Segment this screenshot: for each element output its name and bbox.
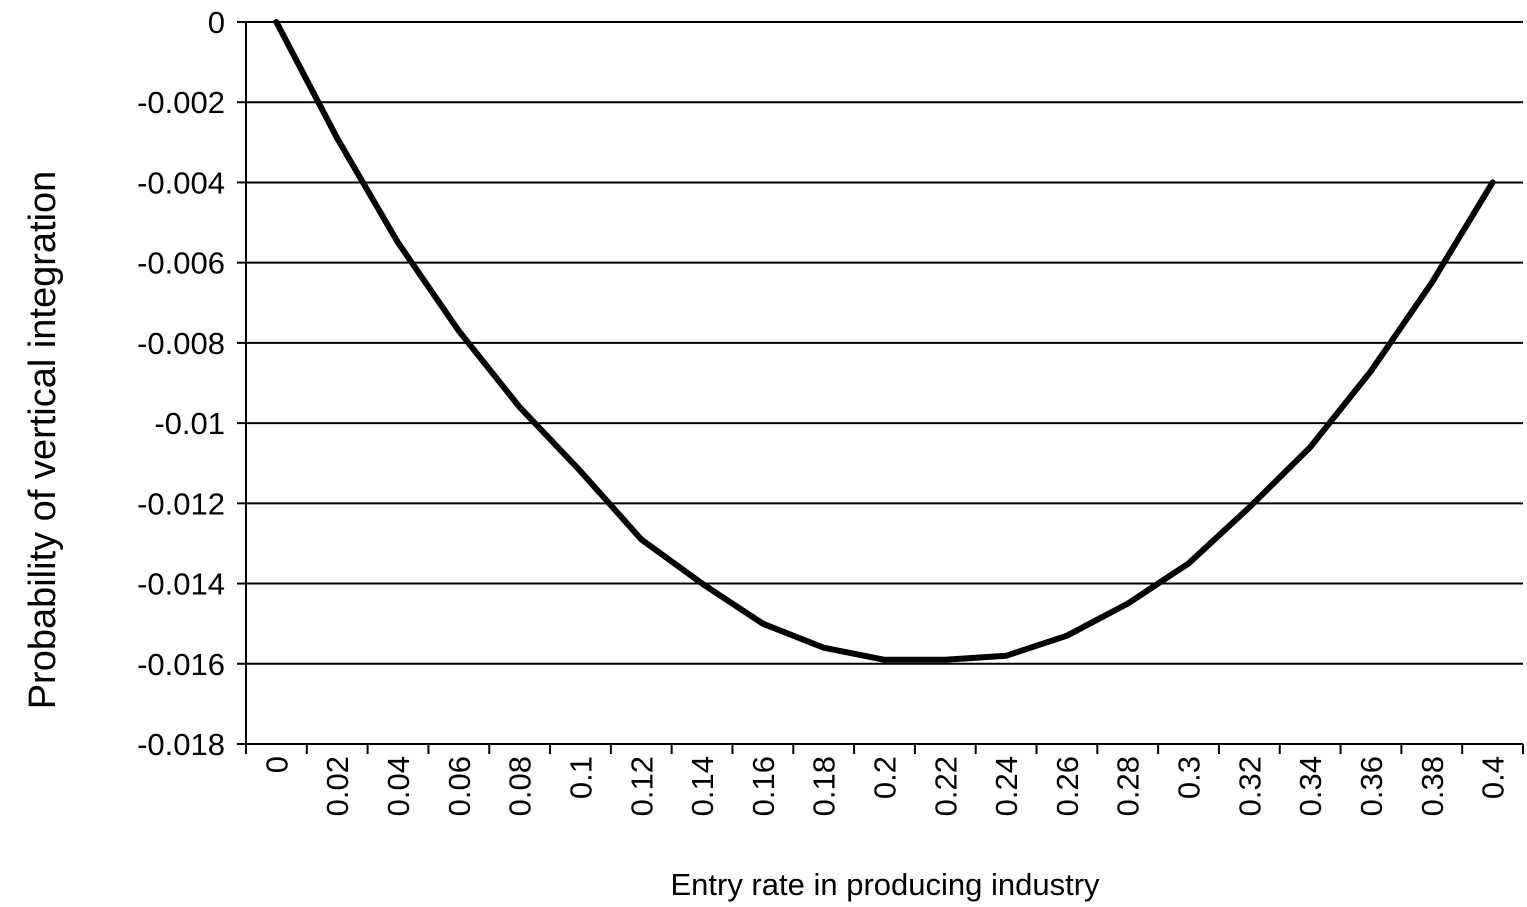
x-tick-label: 0.36 — [1354, 756, 1389, 816]
y-tick-label: -0.004 — [137, 165, 225, 200]
x-tick-label: 0.38 — [1415, 756, 1450, 816]
y-tick-label: -0.008 — [137, 326, 225, 361]
x-tick-label: 0.16 — [746, 756, 781, 816]
x-axis-title: Entry rate in producing industry — [670, 867, 1100, 902]
x-tick-label: 0.1 — [563, 756, 598, 799]
gridlines — [246, 22, 1523, 664]
x-tick-label: 0.3 — [1172, 756, 1207, 799]
y-tick-label: -0.012 — [137, 486, 225, 521]
x-tick-label: 0.28 — [1111, 756, 1146, 816]
x-tick-label: 0.02 — [320, 756, 355, 816]
y-tick-label: -0.018 — [137, 727, 225, 762]
series-line — [276, 22, 1492, 660]
x-tick-label: 0.12 — [624, 756, 659, 816]
x-tick-label: 0.34 — [1293, 756, 1328, 816]
series-group — [276, 22, 1492, 660]
x-tick-label: 0.2 — [868, 756, 903, 799]
x-tick-label: 0.24 — [989, 756, 1024, 816]
y-axis-title: Probability of vertical integration — [22, 171, 64, 710]
x-axis-ticks: 0 0.02 0.04 0.06 0.08 0.1 0.12 0.14 0.16 0.18 0.2 0… — [246, 744, 1523, 816]
x-tick-label: 0.18 — [807, 756, 842, 816]
y-tick-label: -0.006 — [137, 246, 225, 281]
axes — [246, 22, 1523, 744]
x-tick-label: 0.32 — [1232, 756, 1267, 816]
x-tick-label: 0.22 — [928, 756, 963, 816]
y-axis-ticks: 0 -0.002 -0.004 -0.006 -0.008 -0.01 -0.012 -0.0… — [137, 5, 246, 762]
y-tick-label: -0.016 — [137, 647, 225, 682]
y-tick-label: 0 — [208, 5, 225, 40]
x-tick-label: 0.26 — [1050, 756, 1085, 816]
x-tick-label: 0.14 — [685, 756, 720, 816]
x-tick-label: 0.4 — [1476, 756, 1511, 799]
y-tick-label: -0.01 — [154, 406, 225, 441]
y-tick-label: -0.002 — [137, 85, 225, 120]
x-tick-label: 0.08 — [503, 756, 538, 816]
x-tick-label: 0.04 — [381, 756, 416, 816]
x-tick-label: 0.06 — [442, 756, 477, 816]
x-tick-label: 0 — [259, 756, 294, 773]
y-tick-label: -0.014 — [137, 567, 225, 602]
